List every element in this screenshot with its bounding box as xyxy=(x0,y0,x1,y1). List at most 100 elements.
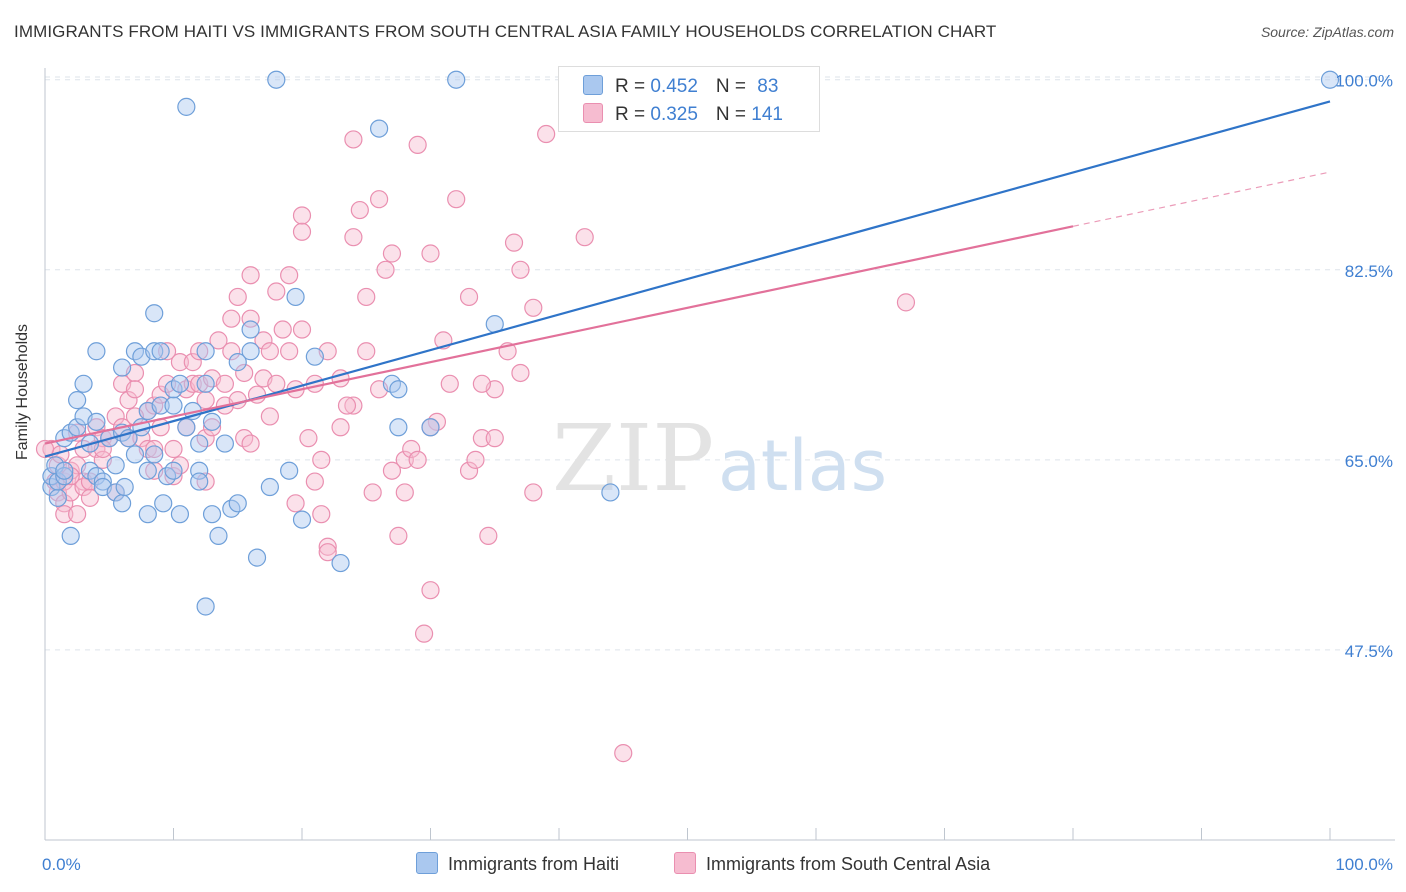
south-central-asia-point xyxy=(68,505,87,524)
south-central-asia-point xyxy=(196,472,215,491)
haiti-point xyxy=(190,434,209,453)
south-central-asia-point xyxy=(331,418,350,437)
south-central-asia-point xyxy=(479,526,498,545)
legend-r-sca: 0.325 xyxy=(650,104,698,125)
south-central-asia-point xyxy=(125,380,145,399)
haiti-point xyxy=(241,320,260,339)
haiti-point xyxy=(93,472,112,491)
south-central-asia-point xyxy=(183,374,202,393)
south-central-asia-point xyxy=(35,439,55,459)
gridlines xyxy=(45,76,1395,651)
south-central-asia-point xyxy=(414,624,434,643)
legend-swatch-sca xyxy=(583,103,603,123)
haiti-point xyxy=(48,488,67,507)
south-central-asia-point xyxy=(511,363,530,383)
south-central-asia-point xyxy=(260,342,279,361)
haiti-point xyxy=(87,412,106,431)
legend-n-label: N = xyxy=(715,76,752,97)
haiti-point xyxy=(202,412,222,431)
haiti-point xyxy=(202,505,222,524)
south-central-asia-point xyxy=(421,244,440,263)
y-axis-title: Family Households xyxy=(14,323,31,460)
legend-n-haiti: 83 xyxy=(757,76,779,97)
haiti-point xyxy=(241,342,260,361)
haiti-point xyxy=(112,494,132,513)
haiti-point xyxy=(145,342,164,361)
haiti-point xyxy=(389,418,408,437)
south-central-asia-point xyxy=(157,342,177,361)
haiti-point xyxy=(196,342,215,361)
haiti-point xyxy=(170,505,190,524)
x-tick-label-min: 0.0% xyxy=(42,855,81,874)
bottom-legend-sca: Immigrants from South Central Asia xyxy=(674,852,990,875)
south-central-asia-point xyxy=(472,429,491,448)
haiti-point xyxy=(228,353,247,372)
y-tick-label: 65.0% xyxy=(1345,452,1393,471)
x-tick-label-max: 100.0% xyxy=(1335,855,1393,874)
south-central-asia-point xyxy=(292,222,312,241)
legend-r-label: R = xyxy=(615,76,651,97)
y-tick-label: 82.5% xyxy=(1345,262,1393,281)
south-central-asia-point xyxy=(164,439,183,459)
haiti-point xyxy=(215,434,234,453)
haiti-point xyxy=(286,287,305,307)
south-central-asia-point xyxy=(357,342,376,361)
y-tick-label: 47.5% xyxy=(1345,642,1393,661)
south-central-asia-point xyxy=(524,483,543,502)
south-central-asia-point xyxy=(376,260,395,279)
haiti-point xyxy=(177,97,196,116)
south-central-asia-point xyxy=(537,124,556,144)
haiti-point xyxy=(1320,70,1340,89)
south-central-asia-point xyxy=(395,450,414,469)
south-central-asia-point xyxy=(312,505,331,524)
haiti-point xyxy=(196,597,215,616)
haiti-point xyxy=(209,526,228,545)
haiti-point xyxy=(61,526,80,545)
south-central-asia-point xyxy=(190,342,209,361)
south-central-asia-point xyxy=(504,233,524,252)
south-central-asia-point xyxy=(202,418,222,437)
haiti-point xyxy=(177,418,196,437)
haiti-point xyxy=(190,472,209,491)
haiti-point xyxy=(151,396,170,415)
watermark-atlas: atlas xyxy=(718,425,887,507)
south-central-asia-point xyxy=(421,581,440,600)
legend-row-sca: R = 0.325 N = 141 xyxy=(583,103,783,126)
south-central-asia-point xyxy=(241,434,260,453)
south-central-asia-point xyxy=(524,298,543,317)
haiti-point xyxy=(164,461,183,480)
south-central-asia-point xyxy=(408,450,427,469)
south-central-asia-point xyxy=(466,450,485,469)
legend-swatch-haiti xyxy=(583,75,603,95)
south-central-asia-point xyxy=(215,374,234,393)
haiti-point xyxy=(260,477,279,497)
bottom-legend-haiti: Immigrants from Haiti xyxy=(416,852,619,875)
haiti-point xyxy=(447,70,466,89)
watermark: ZIP atlas xyxy=(552,405,887,512)
data-points xyxy=(35,70,1340,763)
south-central-asia-point xyxy=(896,293,916,312)
south-central-asia-point xyxy=(318,537,337,556)
south-central-asia-point xyxy=(344,130,363,149)
legend-n-sca: 141 xyxy=(751,104,783,125)
haiti-point xyxy=(280,461,299,480)
south-central-asia-point xyxy=(241,266,260,285)
south-central-asia-point xyxy=(447,190,466,209)
south-central-asia-point xyxy=(357,287,376,307)
south-central-asia-point xyxy=(318,543,337,562)
south-central-asia-point xyxy=(382,461,402,480)
legend-row-haiti: R = 0.452 N = 83 xyxy=(583,75,778,98)
south-central-asia-point xyxy=(459,461,479,480)
haiti-point xyxy=(55,461,74,480)
south-central-asia-point xyxy=(292,320,312,339)
source-credit: Source: ZipAtlas.com xyxy=(1260,24,1394,40)
south-central-asia-point xyxy=(164,467,183,486)
haiti-point xyxy=(164,396,183,415)
south-central-asia-point xyxy=(344,396,363,415)
bottom-legend-label-haiti: Immigrants from Haiti xyxy=(448,854,620,874)
haiti-point xyxy=(125,445,145,464)
haiti-point xyxy=(331,553,350,573)
south-central-asia-point xyxy=(106,407,125,426)
legend-r-label: R = xyxy=(615,104,651,125)
